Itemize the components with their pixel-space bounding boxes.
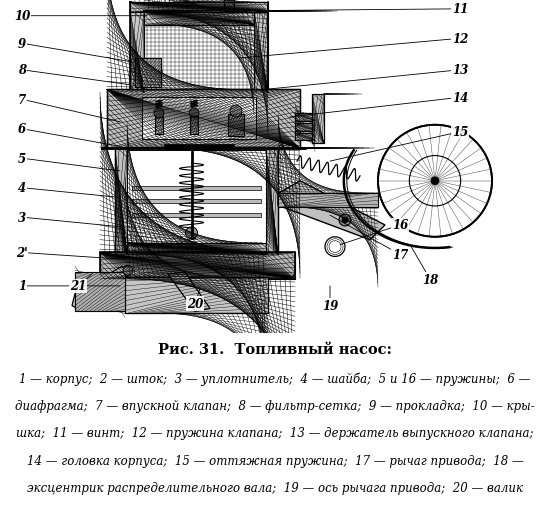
Polygon shape (168, 273, 210, 312)
Text: рычага ручной подкачки;  21 — рычаг ручной подкачки: рычага ручной подкачки; 21 — рычаг ручно… (102, 508, 448, 509)
Bar (142, 98, 256, 139)
Circle shape (409, 156, 461, 207)
Bar (125, 277, 268, 314)
Bar (127, 243, 266, 255)
Text: 17: 17 (330, 216, 408, 262)
Bar (100, 253, 295, 279)
Text: 10: 10 (14, 10, 147, 23)
Text: 12: 12 (240, 33, 468, 59)
Text: 3: 3 (18, 211, 122, 228)
Text: 7: 7 (18, 94, 120, 123)
Bar (312, 95, 324, 144)
Text: 2': 2' (16, 246, 125, 260)
Bar (190, 117, 198, 134)
Text: 9: 9 (18, 38, 132, 63)
Text: 16: 16 (340, 219, 408, 245)
Bar (135, 59, 161, 88)
Bar (312, 95, 324, 144)
Bar (295, 114, 315, 122)
Bar (295, 133, 315, 141)
Bar (75, 273, 125, 312)
Bar (164, 145, 234, 153)
Bar (224, 0, 234, 12)
Text: 14 — головка корпуса;  15 — оттяжная пружина;  17 — рычаг привода;  18 —: 14 — головка корпуса; 15 — оттяжная пруж… (26, 454, 524, 467)
Text: 8: 8 (18, 64, 135, 87)
Circle shape (342, 218, 348, 223)
Circle shape (189, 109, 199, 119)
Polygon shape (278, 181, 385, 240)
Text: диафрагма;  7 — впускной клапан;  8 — фильтр-сетка;  9 — прокладка;  10 — кры-: диафрагма; 7 — впускной клапан; 8 — филь… (15, 399, 535, 412)
Bar (100, 253, 295, 279)
Circle shape (378, 126, 492, 237)
Circle shape (185, 228, 197, 239)
Bar (107, 90, 300, 149)
Bar (224, 0, 234, 12)
Text: шка;  11 — винт;  12 — пружина клапана;  13 — держатель выпускного клапана;: шка; 11 — винт; 12 — пружина клапана; 13… (16, 427, 534, 439)
Bar (278, 193, 378, 208)
Bar (190, 117, 198, 134)
Text: 1: 1 (18, 280, 120, 293)
Bar (144, 25, 254, 93)
Text: 6: 6 (18, 123, 120, 147)
Text: 15: 15 (330, 126, 468, 162)
Text: 5: 5 (18, 152, 120, 172)
Text: Рис. 31.  Топливный насос:: Рис. 31. Топливный насос: (158, 342, 392, 356)
Text: 20: 20 (187, 289, 203, 310)
Circle shape (123, 266, 133, 275)
Circle shape (230, 106, 242, 118)
Bar (132, 214, 261, 218)
Bar (254, 12, 268, 93)
Bar (130, 12, 144, 93)
Bar (295, 114, 315, 122)
Text: 21: 21 (70, 274, 92, 293)
Text: 13: 13 (265, 64, 468, 90)
Bar (127, 151, 266, 243)
Text: 4: 4 (18, 182, 120, 198)
Bar (115, 149, 278, 255)
Bar (266, 149, 278, 255)
Bar (130, 12, 268, 93)
Bar (132, 200, 261, 204)
Circle shape (339, 215, 351, 227)
Bar (144, 12, 254, 25)
Text: 14: 14 (290, 92, 468, 118)
Text: 19: 19 (322, 287, 338, 313)
Circle shape (431, 178, 439, 185)
Polygon shape (72, 267, 130, 312)
Bar (295, 124, 315, 131)
Text: 18: 18 (410, 245, 438, 286)
Bar (155, 117, 163, 134)
Bar (132, 186, 261, 190)
Bar (125, 277, 268, 314)
Bar (115, 149, 127, 255)
Text: 1 — корпус;  2 — шток;  3 — уплотнитель;  4 — шайба;  5 и 16 — пружины;  6 —: 1 — корпус; 2 — шток; 3 — уплотнитель; 4… (19, 372, 531, 385)
Bar (295, 124, 315, 131)
Bar (130, 3, 268, 13)
Bar (155, 117, 163, 134)
Circle shape (154, 109, 164, 119)
Bar (228, 115, 244, 136)
Bar (107, 90, 300, 149)
Text: 11: 11 (235, 4, 468, 16)
Text: эксцентрик распределительного вала;  19 — ось рычага привода;  20 — валик: эксцентрик распределительного вала; 19 —… (27, 481, 523, 494)
Bar (228, 115, 244, 136)
Bar (295, 133, 315, 141)
